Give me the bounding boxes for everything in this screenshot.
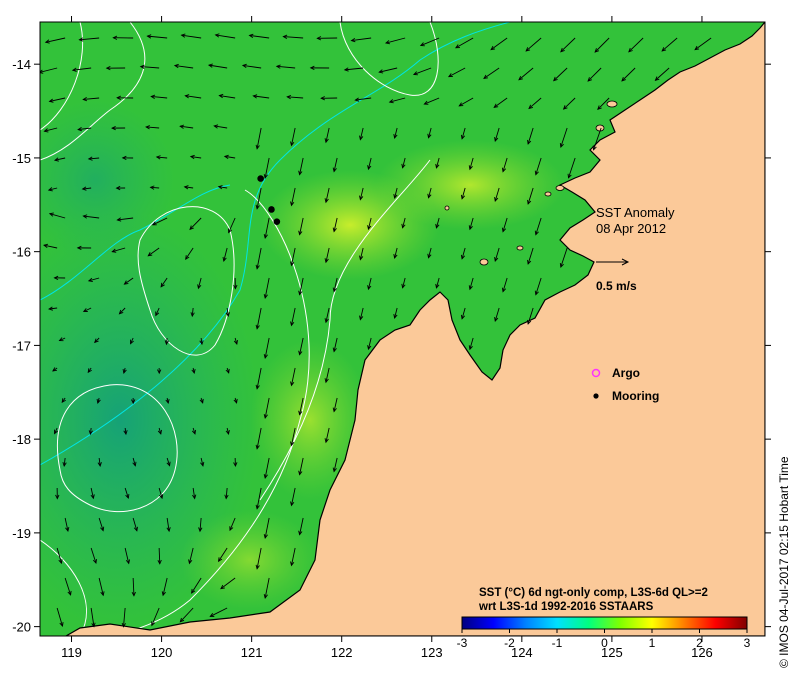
- colorbar-tick-label: 3: [744, 636, 751, 650]
- colorbar-caption-line2: wrt L3S-1d 1992-2016 SSTAARS: [478, 601, 654, 613]
- colorbar-caption-line1: SST (°C) 6d ngt-only comp, L3S-6d QL>=2: [479, 587, 708, 599]
- lat-tick-label: -19: [12, 526, 31, 541]
- sst-field: [0, 22, 765, 636]
- colorbar-tick-label: -2: [504, 636, 515, 650]
- warm-anomaly-region-east: [375, 140, 565, 230]
- lat-tick-label: -17: [12, 338, 31, 353]
- mooring-marker: [268, 206, 275, 213]
- lon-tick-label: 121: [241, 645, 263, 660]
- colorbar-tick-label: 2: [696, 636, 703, 650]
- lat-tick-label: -16: [12, 245, 31, 260]
- lon-tick-label: 123: [421, 645, 443, 660]
- mooring-marker: [274, 218, 281, 225]
- colorbar: SST (°C) 6d ngt-only comp, L3S-6d QL>=2 …: [457, 587, 751, 650]
- argo-label: Argo: [612, 366, 640, 380]
- lat-tick-label: -20: [12, 620, 31, 635]
- colorbar-tick-label: 1: [649, 636, 656, 650]
- lat-tick-label: -18: [12, 432, 31, 447]
- cool-anomaly-region-north: [15, 100, 175, 260]
- lon-tick-label: 122: [331, 645, 353, 660]
- lon-tick-label: 119: [61, 645, 82, 660]
- lat-tick-label: -14: [12, 57, 31, 72]
- mooring-label: Mooring: [612, 389, 659, 403]
- mooring-marker-icon: [593, 393, 598, 398]
- colorbar-bar: [462, 617, 747, 629]
- imos-credit: © IMOS 04-Jul-2017 02:15 Hobart Time: [777, 456, 791, 668]
- anomaly-title-line2: 08 Apr 2012: [596, 221, 666, 236]
- mooring-marker: [257, 175, 264, 182]
- colorbar-tick-label: -1: [552, 636, 563, 650]
- anomaly-title-line1: SST Anomaly: [596, 205, 675, 220]
- lon-tick-label: 120: [151, 645, 173, 660]
- scale-label: 0.5 m/s: [596, 279, 637, 293]
- lat-tick-label: -15: [12, 151, 31, 166]
- colorbar-tick-label: 0: [601, 636, 608, 650]
- colorbar-tick-label: -3: [457, 636, 468, 650]
